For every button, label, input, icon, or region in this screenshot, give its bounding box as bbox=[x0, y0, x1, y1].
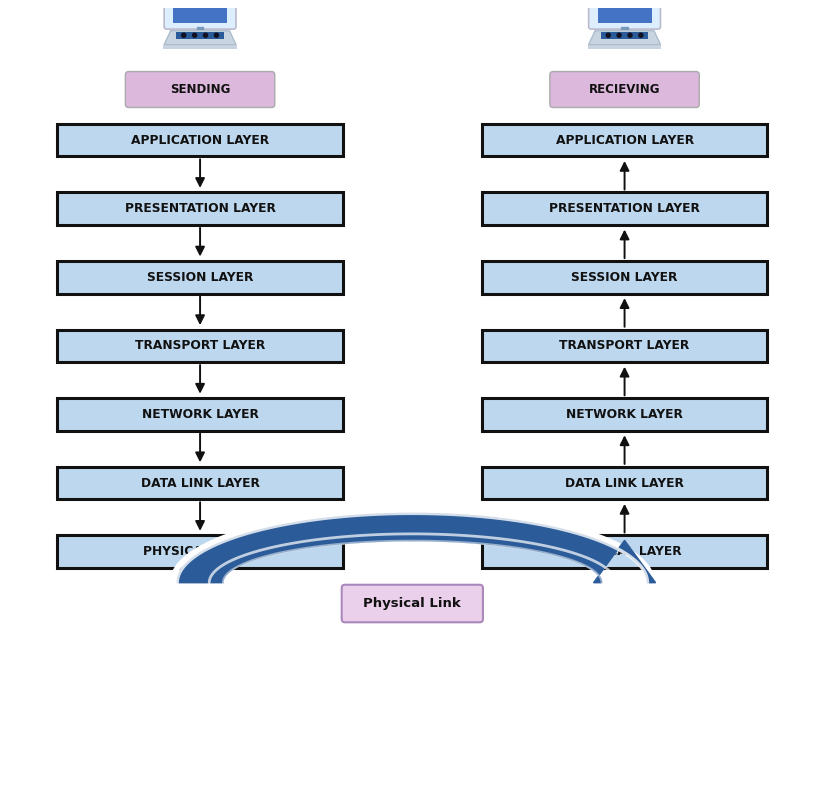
Text: SENDING: SENDING bbox=[170, 83, 230, 96]
FancyBboxPatch shape bbox=[481, 398, 767, 431]
Circle shape bbox=[182, 33, 186, 37]
FancyBboxPatch shape bbox=[601, 32, 649, 39]
FancyBboxPatch shape bbox=[481, 261, 767, 294]
Circle shape bbox=[617, 33, 621, 37]
FancyBboxPatch shape bbox=[58, 467, 343, 499]
Text: DATA LINK LAYER: DATA LINK LAYER bbox=[141, 477, 259, 490]
Circle shape bbox=[193, 33, 197, 37]
Text: TRANSPORT LAYER: TRANSPORT LAYER bbox=[560, 339, 690, 353]
Polygon shape bbox=[621, 27, 628, 31]
FancyBboxPatch shape bbox=[176, 32, 224, 39]
Polygon shape bbox=[177, 514, 656, 583]
Polygon shape bbox=[177, 514, 656, 583]
Polygon shape bbox=[164, 31, 236, 45]
FancyBboxPatch shape bbox=[597, 0, 652, 24]
Text: PHYSICAL LAYER: PHYSICAL LAYER bbox=[567, 545, 682, 558]
Text: PRESENTATION LAYER: PRESENTATION LAYER bbox=[549, 202, 700, 215]
Text: SESSION LAYER: SESSION LAYER bbox=[146, 271, 253, 284]
FancyBboxPatch shape bbox=[481, 330, 767, 362]
FancyBboxPatch shape bbox=[58, 124, 343, 156]
FancyBboxPatch shape bbox=[125, 72, 275, 107]
Polygon shape bbox=[197, 27, 203, 31]
FancyBboxPatch shape bbox=[58, 261, 343, 294]
FancyBboxPatch shape bbox=[481, 467, 767, 499]
FancyBboxPatch shape bbox=[163, 45, 237, 49]
FancyBboxPatch shape bbox=[173, 0, 227, 24]
FancyBboxPatch shape bbox=[550, 72, 700, 107]
Text: APPLICATION LAYER: APPLICATION LAYER bbox=[131, 133, 269, 147]
Circle shape bbox=[214, 33, 218, 37]
FancyBboxPatch shape bbox=[164, 0, 236, 29]
Circle shape bbox=[607, 33, 611, 37]
Circle shape bbox=[628, 33, 632, 37]
FancyBboxPatch shape bbox=[481, 536, 767, 568]
Text: Physical Link: Physical Link bbox=[364, 597, 461, 610]
Text: NETWORK LAYER: NETWORK LAYER bbox=[566, 408, 683, 421]
FancyBboxPatch shape bbox=[481, 124, 767, 156]
Circle shape bbox=[203, 33, 207, 37]
FancyBboxPatch shape bbox=[342, 585, 483, 623]
FancyBboxPatch shape bbox=[58, 193, 343, 225]
FancyBboxPatch shape bbox=[481, 193, 767, 225]
Text: PHYSICAL LAYER: PHYSICAL LAYER bbox=[142, 545, 258, 558]
Text: NETWORK LAYER: NETWORK LAYER bbox=[142, 408, 258, 421]
Text: APPLICATION LAYER: APPLICATION LAYER bbox=[556, 133, 694, 147]
Text: SESSION LAYER: SESSION LAYER bbox=[571, 271, 678, 284]
Polygon shape bbox=[588, 31, 661, 45]
Text: PRESENTATION LAYER: PRESENTATION LAYER bbox=[124, 202, 276, 215]
FancyBboxPatch shape bbox=[588, 45, 662, 49]
FancyBboxPatch shape bbox=[58, 398, 343, 431]
Circle shape bbox=[639, 33, 643, 37]
Text: RECIEVING: RECIEVING bbox=[588, 83, 660, 96]
FancyBboxPatch shape bbox=[58, 536, 343, 568]
Text: TRANSPORT LAYER: TRANSPORT LAYER bbox=[135, 339, 265, 353]
FancyBboxPatch shape bbox=[58, 330, 343, 362]
Text: DATA LINK LAYER: DATA LINK LAYER bbox=[565, 477, 684, 490]
FancyBboxPatch shape bbox=[588, 0, 661, 29]
